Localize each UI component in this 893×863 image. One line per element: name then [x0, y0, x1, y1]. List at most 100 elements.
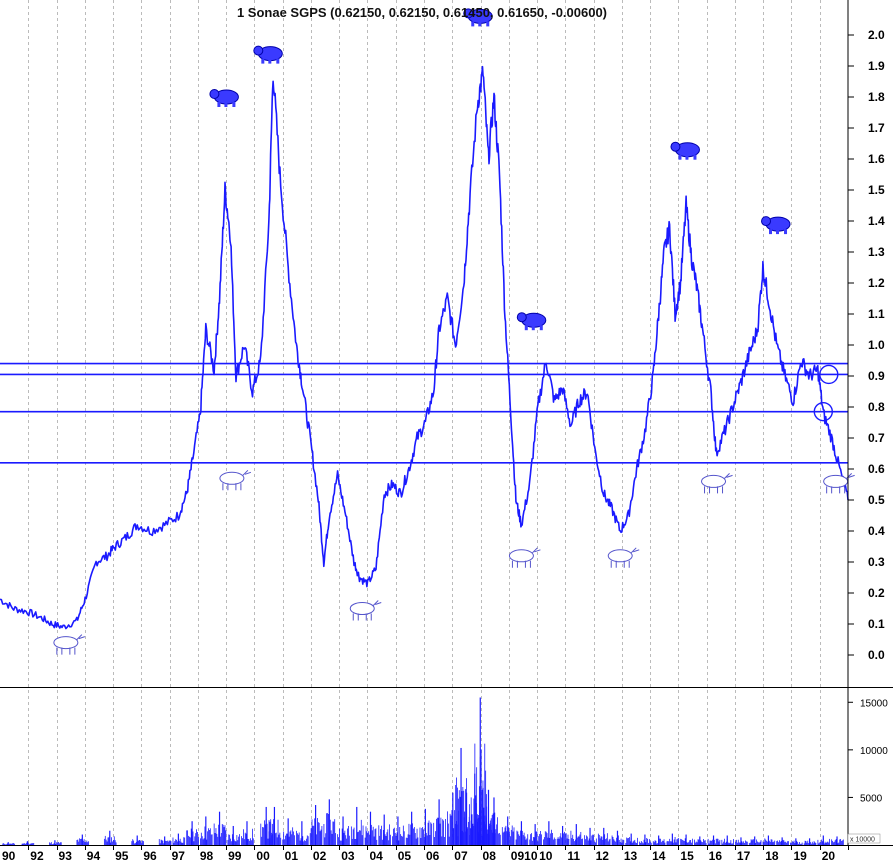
bear-leg	[539, 325, 543, 331]
bear-leg	[217, 102, 221, 107]
volume-y-ticks: 15000 10000 5000	[848, 698, 888, 804]
bull-body	[508, 549, 534, 563]
horizontal-levels	[0, 362, 848, 464]
volume-unit-label: x 10000	[850, 837, 875, 844]
bull-marker-icon	[607, 547, 640, 568]
y-tick-label: 0.5	[868, 493, 885, 507]
vertical-grid	[28, 0, 821, 845]
x-tick-label: 03	[341, 849, 355, 863]
x-tick-label: 0910	[511, 849, 538, 863]
y-tick-label: 1.8	[868, 90, 885, 104]
x-tick-label: 00	[256, 849, 270, 863]
price-panel: 1 Sonae SGPS (0.62150, 0.62150, 0.61450,…	[0, 0, 885, 845]
x-tick-label: 14	[652, 849, 666, 863]
x-tick-label: 18	[765, 849, 779, 863]
y-tick-label: 1.5	[868, 183, 885, 197]
bull-legs	[826, 486, 846, 494]
bull-horns	[630, 547, 640, 554]
bull-body	[823, 474, 849, 488]
y-tick-label: 0.7	[868, 431, 885, 445]
bull-body	[701, 474, 727, 488]
chart-title: 1 Sonae SGPS (0.62150, 0.62150, 0.61450,…	[237, 5, 607, 20]
bear-head	[761, 216, 772, 227]
x-tick-label: 08	[483, 849, 497, 863]
y-tick-label: 1.1	[868, 307, 885, 321]
bear-leg	[224, 102, 228, 107]
bull-body	[349, 602, 375, 615]
bear-head	[463, 8, 474, 19]
bear-head	[670, 141, 681, 152]
x-tick-label: 15	[680, 849, 694, 863]
bull-body	[53, 636, 79, 650]
x-tick-label: 11	[567, 849, 580, 863]
bear-marker-icon	[516, 312, 547, 331]
x-tick-label: 02	[313, 849, 327, 863]
y-tick-label: 0.2	[868, 586, 885, 600]
bear-leg	[685, 154, 689, 160]
bull-legs	[704, 486, 724, 494]
bear-leg	[769, 229, 773, 235]
y-tick-label: 1.6	[868, 152, 885, 166]
bull-horns	[532, 547, 541, 554]
x-tick-label: 06	[426, 849, 440, 863]
bear-marker-icon	[670, 141, 700, 160]
bull-body	[219, 471, 245, 485]
bear-head	[516, 312, 527, 323]
bear-marker-icon	[463, 8, 493, 27]
bull-horns	[372, 600, 382, 606]
level-circle-marker	[819, 364, 839, 385]
bear-leg	[486, 21, 490, 27]
bear-leg	[678, 154, 682, 160]
x-tick-label: 05	[398, 849, 412, 863]
x-tick-label: 98	[200, 849, 214, 863]
x-tick-label: 97	[172, 849, 186, 863]
bear-leg	[276, 58, 280, 64]
bear-marker-icon	[253, 45, 283, 64]
x-axis-ticks: 90 92 93 94 95 96 97 98 99 00 01 02 03 04 05 06 07 08 0910…	[2, 845, 849, 863]
x-tick-label: 12	[596, 849, 610, 863]
bear-marker-icon	[761, 216, 791, 235]
bear-leg	[268, 58, 272, 64]
bull-marker-icon	[508, 547, 541, 568]
bull-horns	[724, 473, 733, 479]
bear-head	[253, 45, 264, 56]
bull-legs	[610, 560, 630, 568]
bull-horns	[242, 469, 252, 476]
x-tick-label: 13	[624, 849, 638, 863]
bear-leg	[693, 154, 697, 160]
y-tick-label: 1.7	[868, 121, 885, 135]
x-tick-label: 10	[539, 849, 553, 863]
bear-leg	[531, 325, 535, 331]
bull-body	[607, 549, 633, 563]
x-tick-label: 92	[30, 849, 44, 863]
bear-leg	[471, 21, 475, 27]
x-tick-label: 19	[793, 849, 807, 863]
bear-leg	[232, 102, 236, 107]
bull-marker-icon	[219, 469, 252, 491]
x-tick-label: 16	[709, 849, 723, 863]
x-tick-label: 17	[737, 849, 751, 863]
bear-head	[209, 89, 220, 99]
volume-tick-label: 15000	[860, 698, 888, 709]
y-tick-label: 0.6	[868, 462, 885, 476]
x-tick-label: 93	[59, 849, 73, 863]
x-tick-label: 96	[143, 849, 157, 863]
volume-unit-box	[847, 833, 881, 844]
chart-markers	[53, 8, 855, 655]
bull-legs	[352, 613, 372, 621]
bull-marker-icon	[701, 473, 733, 494]
volume-tick-label: 5000	[860, 793, 883, 804]
x-tick-label: 90	[2, 849, 16, 863]
x-tick-label: 07	[454, 849, 468, 863]
y-tick-label: 0.4	[868, 524, 885, 538]
bear-leg	[524, 325, 528, 331]
y-tick-label: 0.8	[868, 400, 885, 414]
y-tick-label: 0.1	[868, 617, 885, 631]
volume-bars	[2, 697, 844, 845]
price-y-ticks: 2.0 1.9 1.8 1.7 1.6 1.5 1.4 1.3 1.2 1.1 1.0 0.9 0.8 0…	[848, 28, 885, 662]
bull-marker-icon	[53, 634, 86, 655]
x-tick-label: 01	[285, 849, 299, 863]
bear-leg	[784, 229, 788, 235]
